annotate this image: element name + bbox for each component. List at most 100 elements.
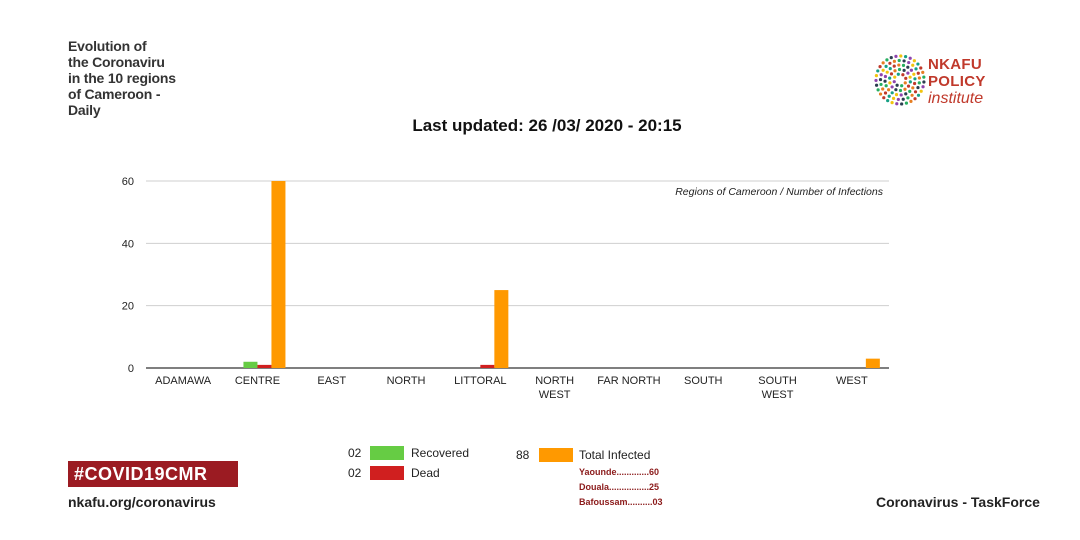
recovered-count: 02 — [348, 446, 362, 460]
logo-dot — [903, 55, 908, 59]
logo-dot — [897, 58, 901, 63]
logo-dot — [876, 69, 880, 73]
logo-dot — [881, 87, 885, 91]
logo-dot — [912, 59, 916, 63]
logo-dot — [904, 92, 908, 96]
logo-dot — [902, 59, 906, 63]
x-tick-label: LITTORAL — [454, 375, 506, 387]
logo-dot — [904, 101, 909, 105]
footer-taskforce: Coronavirus - TaskForce — [876, 494, 1040, 510]
bar-dead — [257, 364, 272, 368]
logo-dot — [874, 73, 879, 78]
logo-dot — [900, 84, 904, 88]
dead-label: Dead — [411, 466, 440, 480]
logo-dot — [906, 71, 910, 75]
logo-dot — [879, 73, 883, 77]
logo-dot — [903, 87, 907, 91]
logo-dot — [906, 65, 910, 69]
bar-recovered — [243, 361, 258, 368]
logo-dot — [909, 99, 913, 103]
logo-dot — [890, 91, 894, 95]
logo-dot — [908, 89, 912, 93]
logo-dot — [887, 94, 891, 98]
logo-dot — [878, 65, 882, 69]
logo-dot — [908, 75, 912, 79]
logo-dot — [885, 70, 889, 74]
logo-dot — [921, 85, 925, 89]
x-tick-label: FAR NORTH — [597, 375, 660, 387]
logo-dot — [887, 88, 891, 92]
logo-dot — [902, 68, 906, 72]
logo-dot — [884, 84, 888, 88]
logo-dot — [922, 80, 926, 84]
logo-dot — [916, 62, 920, 66]
logo-dot — [895, 102, 899, 106]
logo-dot — [883, 74, 888, 79]
logo-dot — [883, 79, 887, 83]
x-tick-label: EAST — [317, 375, 346, 387]
logo-dot — [916, 93, 921, 97]
footer-url[interactable]: nkafu.org/coronavirus — [68, 494, 216, 510]
logo-dot — [911, 86, 915, 90]
y-tick-label: 0 — [128, 363, 134, 375]
logo-dot — [884, 64, 888, 68]
dead-swatch — [370, 466, 404, 480]
last-updated-title: Last updated: 26 /03/ 2020 - 20:15 — [0, 116, 1080, 136]
logo-dot — [892, 59, 896, 63]
x-tick-label: CENTRE — [235, 375, 280, 387]
logo-dot — [901, 97, 905, 101]
logo-dot — [912, 81, 917, 86]
logo-dot — [892, 80, 896, 84]
x-tick-label: ADAMAWA — [155, 375, 212, 387]
logo-dot — [917, 76, 921, 80]
logo-dot — [888, 76, 892, 80]
logo-dot — [913, 97, 917, 101]
logo-line-1: NKAFU — [928, 56, 982, 73]
logo-dot — [897, 67, 902, 72]
logo-dot — [916, 85, 920, 90]
x-tick-label: WEST — [539, 389, 571, 401]
logo-dot — [874, 78, 878, 83]
logo-dot — [913, 77, 917, 81]
logo-dot — [903, 81, 907, 85]
logo-dot — [895, 83, 899, 87]
logo-line-3: institute — [928, 90, 984, 107]
bar-total-infected — [494, 290, 509, 368]
dead-count: 02 — [348, 466, 362, 480]
logo-dot — [916, 71, 920, 75]
breakdown-bafoussam: Bafoussam..........03 — [579, 497, 663, 507]
infected-count: 88 — [516, 448, 530, 462]
logo-dot — [890, 101, 894, 105]
logo-dot — [917, 81, 921, 85]
logo-dot — [896, 97, 900, 102]
x-tick-label: NORTH — [387, 375, 426, 387]
logo-dot — [882, 96, 886, 100]
logo-dot — [894, 92, 899, 97]
logo-dot — [883, 91, 888, 95]
logo-dot — [878, 92, 883, 96]
x-tick-label: SOUTH — [758, 375, 797, 387]
logo-dot — [893, 75, 897, 79]
logo-dot — [908, 80, 912, 84]
logo-dot — [919, 66, 923, 70]
breakdown-yaounde: Yaounde.............60 — [579, 467, 660, 477]
bar-dead — [480, 364, 495, 368]
logo-dot — [922, 75, 926, 79]
logo-dot — [879, 82, 883, 87]
logo-dot — [897, 63, 901, 67]
logo-line-2: POLICY — [928, 73, 986, 90]
logo-dot — [894, 88, 898, 92]
logo-dot — [896, 72, 900, 76]
logo-dot — [898, 88, 903, 93]
logo-dot — [899, 93, 903, 97]
logo-dot — [910, 93, 914, 97]
x-tick-label: WEST — [762, 389, 794, 401]
infected-label: Total Infected — [579, 448, 651, 462]
dotted-circle-logo-icon — [874, 54, 926, 106]
bar-total-infected — [865, 358, 880, 368]
logo-dot — [885, 58, 889, 62]
logo-dot — [901, 63, 906, 68]
logo-dot — [893, 69, 897, 73]
logo-dot — [886, 98, 890, 103]
nkafu-logo: NKAFU POLICY institute — [874, 54, 1004, 114]
